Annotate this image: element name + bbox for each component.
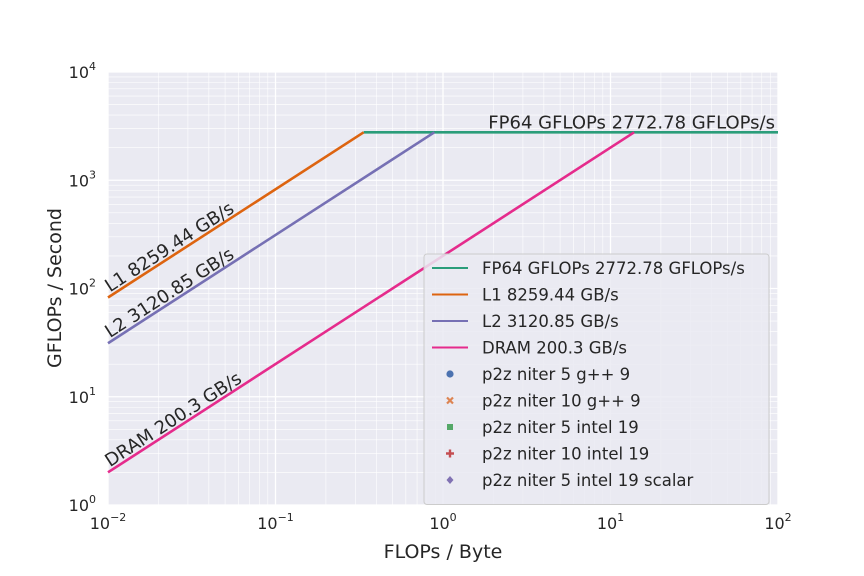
x-tick-label: 100 (429, 511, 456, 533)
x-tick-label: 102 (764, 511, 791, 533)
legend-label: p2z niter 10 intel 19 (482, 445, 649, 464)
legend-label: DRAM 200.3 GB/s (482, 339, 627, 358)
series-line-1 (107, 131, 365, 299)
legend-box (423, 253, 770, 505)
x-tick-label: 101 (597, 511, 624, 533)
series-line-3 (107, 131, 635, 474)
legend-label: p2z niter 10 g++ 9 (482, 392, 641, 411)
y-axis-label: GFLOPs / Second (44, 208, 66, 368)
legend-label: L2 3120.85 GB/s (482, 312, 619, 331)
x-axis-label: FLOPs / Byte (384, 541, 503, 563)
legend-x-marker (446, 396, 454, 405)
y-tick-label: 101 (69, 385, 96, 407)
legend-label: p2z niter 5 intel 19 scalar (482, 471, 694, 490)
legend-label: L1 8259.44 GB/s (482, 286, 619, 305)
legend-label: p2z niter 5 g++ 9 (482, 365, 630, 384)
x-tick-label: 10−2 (90, 511, 127, 533)
legend-circle-marker (446, 370, 454, 378)
y-tick-label: 102 (69, 277, 96, 299)
legend-plus-marker (446, 449, 454, 458)
legend-diamond-marker (446, 476, 454, 484)
y-tick-label: 104 (69, 60, 96, 82)
y-tick-label: 103 (69, 168, 96, 190)
y-tick-labels: 100 101 102 103 104 (69, 60, 96, 515)
legend-label: p2z niter 5 intel 19 (482, 418, 639, 437)
legend-label: FP64 GFLOPs 2772.78 GFLOPs/s (482, 259, 745, 278)
legend: FP64 GFLOPs 2772.78 GFLOPs/s L1 8259.44 G… (423, 253, 770, 505)
line-label: FP64 GFLOPs 2772.78 GFLOPs/s (488, 112, 775, 133)
series-lines (107, 131, 778, 474)
legend-square-marker (447, 424, 453, 430)
x-tick-labels: 10−2 10−1 100 101 102 (90, 511, 792, 533)
x-tick-label: 10−1 (257, 511, 294, 533)
y-tick-label: 100 (69, 493, 96, 515)
series-line-2 (107, 131, 436, 345)
